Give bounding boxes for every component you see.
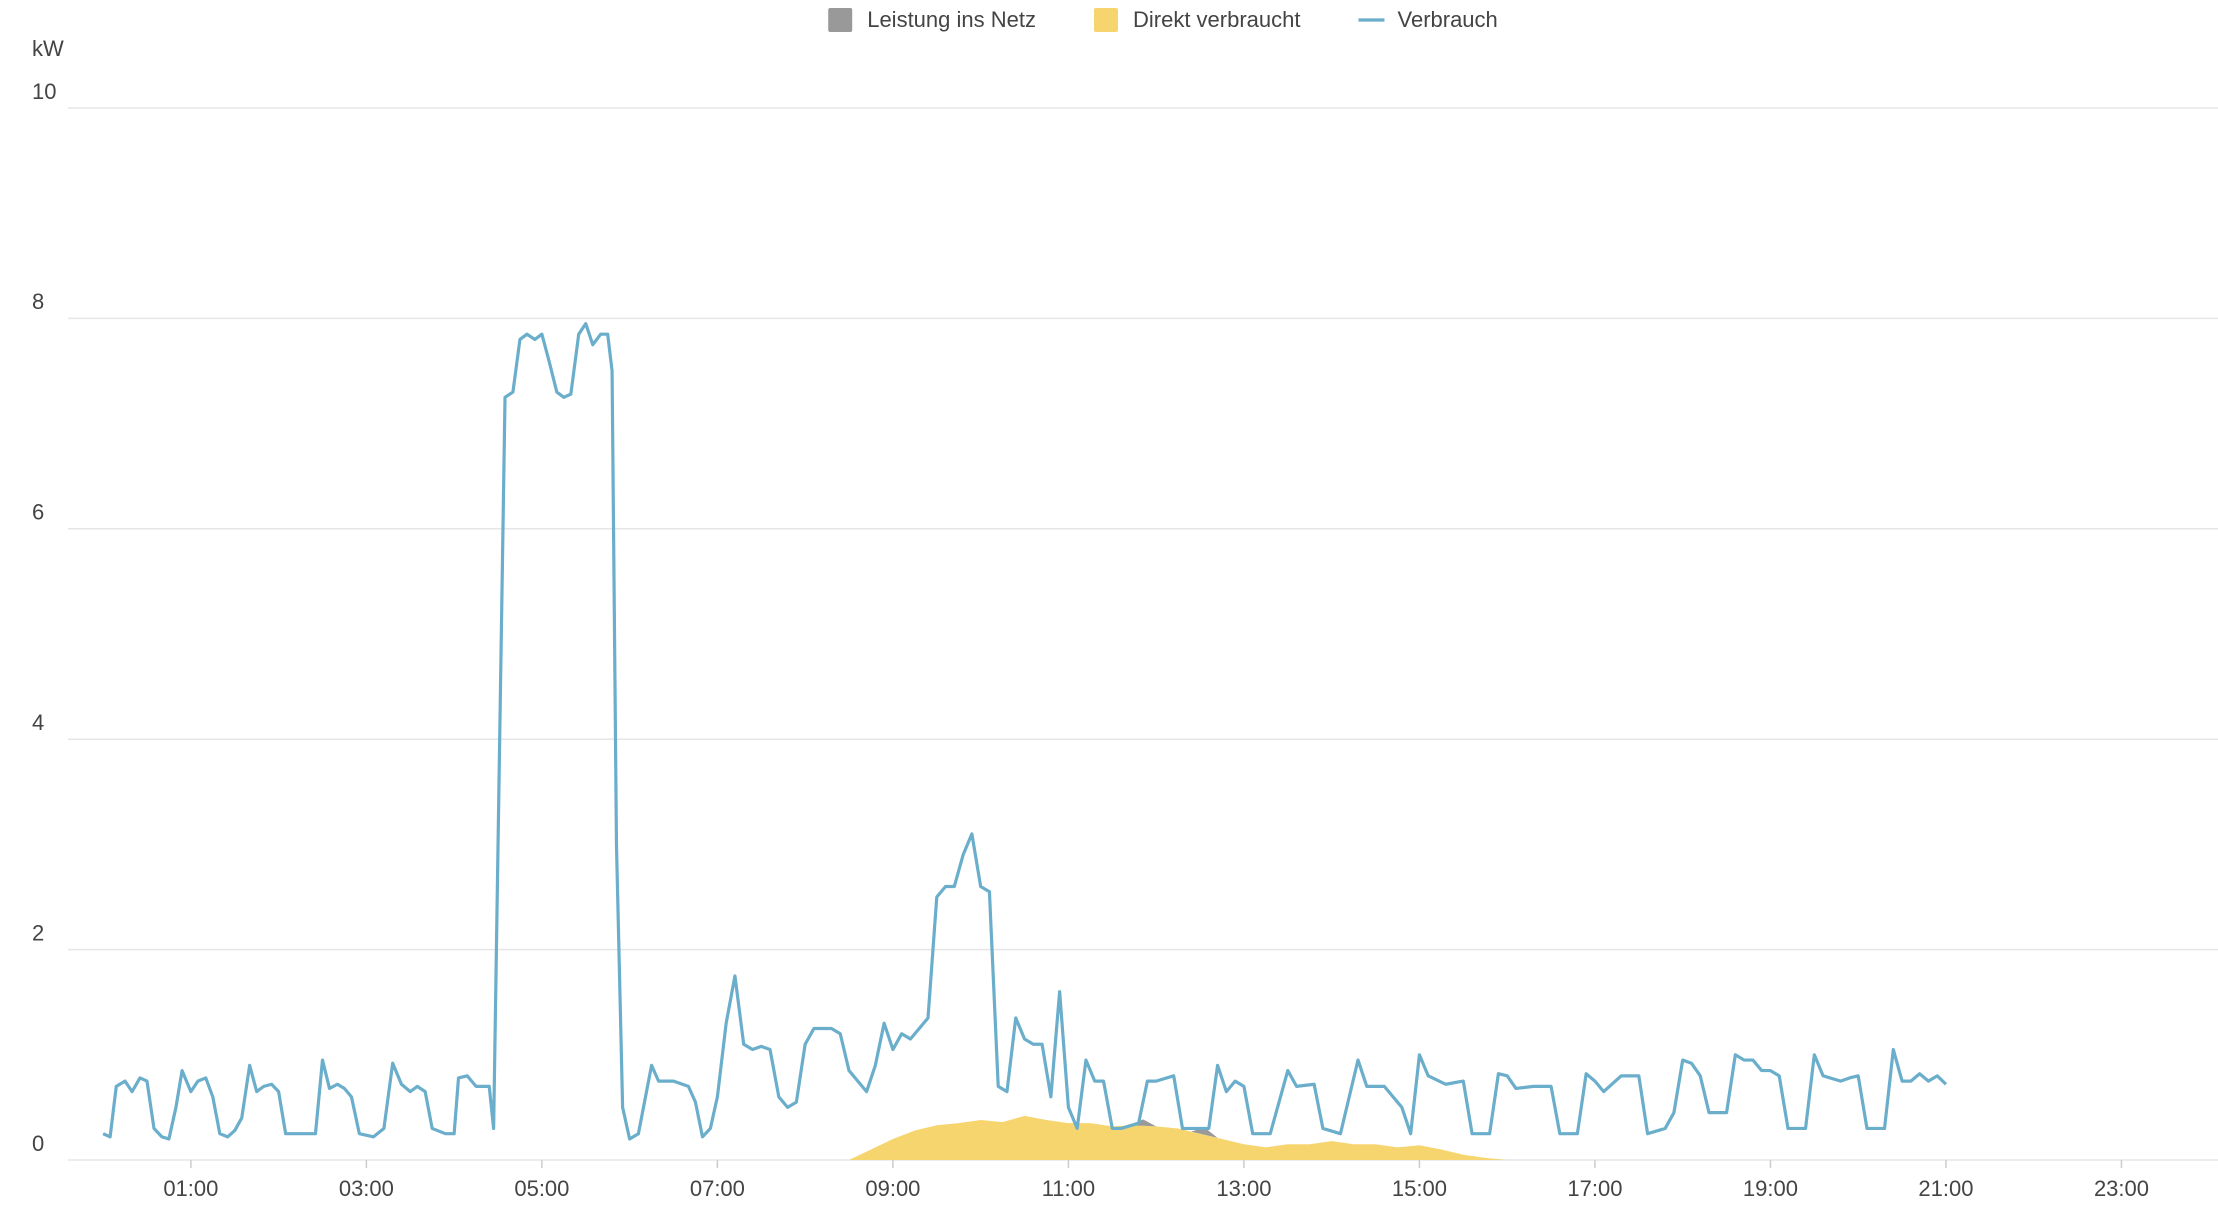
- x-tick-label: 15:00: [1392, 1176, 1447, 1201]
- x-tick-label: 07:00: [690, 1176, 745, 1201]
- x-tick-label: 21:00: [1918, 1176, 1973, 1201]
- y-tick-label: 8: [32, 289, 44, 314]
- legend-item: Direkt verbraucht: [1093, 7, 1301, 32]
- legend-item: Leistung ins Netz: [828, 7, 1036, 32]
- x-tick-label: 11:00: [1042, 1176, 1095, 1201]
- x-tick-label: 03:00: [339, 1176, 394, 1201]
- x-tick-label: 19:00: [1743, 1176, 1798, 1201]
- x-tick-label: 09:00: [865, 1176, 920, 1201]
- x-tick-label: 17:00: [1567, 1176, 1622, 1201]
- legend-swatch: [1093, 8, 1118, 32]
- legend-label: Direkt verbraucht: [1133, 7, 1301, 32]
- y-tick-label: 0: [32, 1131, 44, 1156]
- y-tick-label: 4: [32, 710, 44, 735]
- legend: Leistung ins Netz Direkt verbraucht Verbra…: [828, 7, 1498, 32]
- x-tick-label: 01:00: [163, 1176, 218, 1201]
- legend-label: Verbrauch: [1397, 7, 1497, 32]
- legend-swatch: [828, 8, 853, 32]
- y-tick-label: 10: [32, 79, 56, 104]
- y-tick-label: 6: [32, 500, 44, 525]
- y-unit: kW: [32, 36, 64, 61]
- legend-label: Leistung ins Netz: [867, 7, 1036, 32]
- x-tick-label: 13:00: [1216, 1176, 1271, 1201]
- area: [849, 1115, 1508, 1160]
- x-tick-label: 05:00: [514, 1176, 569, 1201]
- y-tick-label: 2: [32, 920, 44, 945]
- legend-item: Verbrauch: [1358, 7, 1498, 32]
- x-tick-label: 23:00: [2094, 1176, 2149, 1201]
- line: [102, 322, 1948, 1141]
